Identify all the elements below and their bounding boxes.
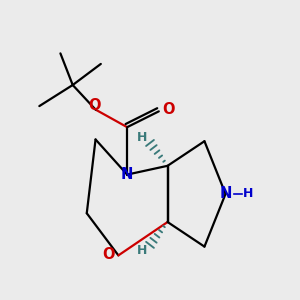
Text: O: O (88, 98, 100, 113)
Text: O: O (102, 247, 115, 262)
Text: N: N (121, 167, 134, 182)
Text: N: N (219, 186, 232, 201)
Text: H: H (137, 131, 148, 144)
Text: H: H (137, 244, 148, 256)
Text: H: H (243, 188, 254, 200)
Text: O: O (162, 102, 175, 117)
